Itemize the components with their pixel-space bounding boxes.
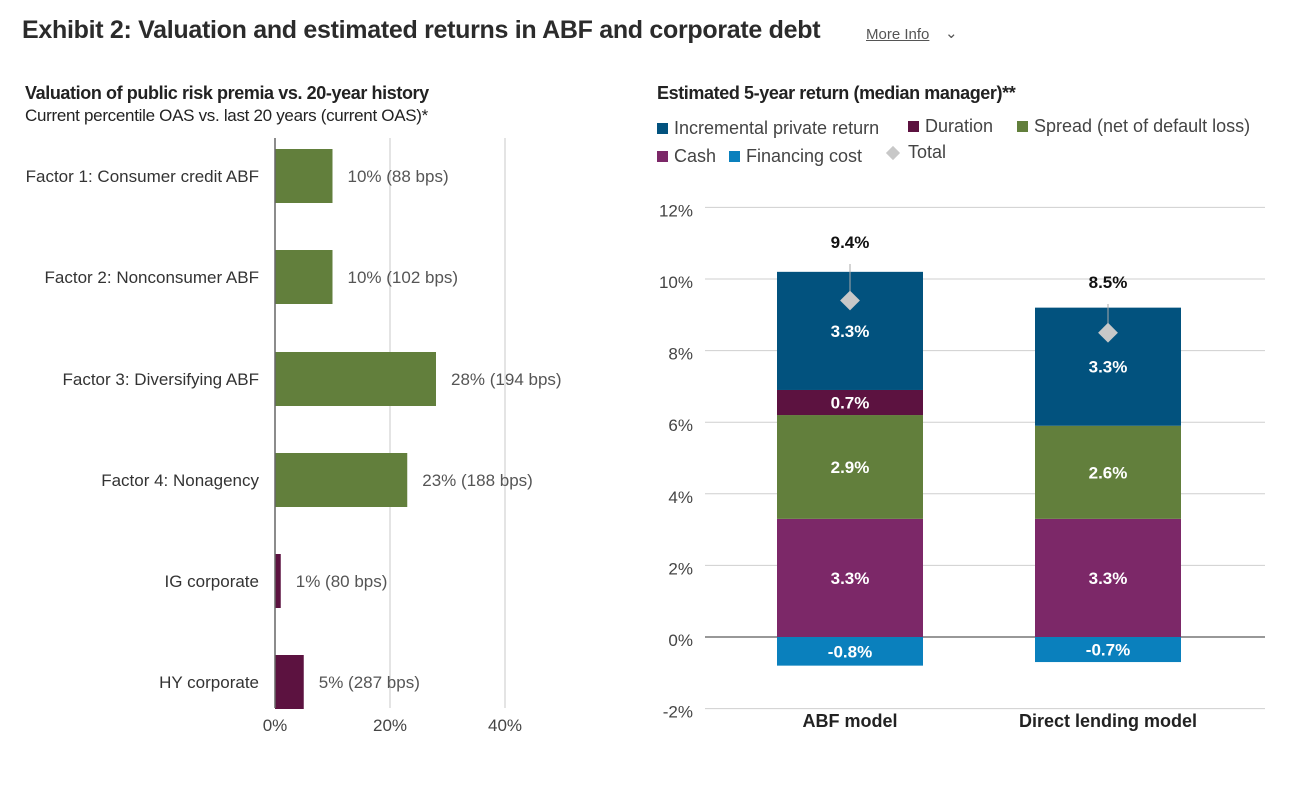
left-chart-title: Valuation of public risk premia vs. 20-y… xyxy=(25,83,429,103)
segment-label: 2.6% xyxy=(1089,463,1128,482)
x-tick-label: 20% xyxy=(373,716,407,735)
total-diamond-marker xyxy=(840,290,860,311)
legend-item-duration: Duration xyxy=(908,116,993,137)
segment-label: 3.3% xyxy=(1089,358,1128,377)
category-label: Direct lending model xyxy=(1019,711,1197,731)
data-label: 10% (88 bps) xyxy=(348,167,449,186)
legend-swatch xyxy=(1017,121,1028,132)
bar xyxy=(275,655,304,709)
legend-label: Total xyxy=(908,142,947,162)
segment-label: 3.3% xyxy=(1089,569,1128,588)
data-label: 10% (102 bps) xyxy=(348,268,459,287)
segment-label: 0.7% xyxy=(831,394,870,413)
bar xyxy=(275,453,408,507)
bar xyxy=(275,149,333,203)
legend-item-cash: Cash xyxy=(657,146,716,167)
legend-label: Spread (net of default loss) xyxy=(1034,116,1251,136)
stacked-segment xyxy=(777,415,923,519)
more-info-link[interactable]: More Info xyxy=(866,26,930,43)
stacked-segment xyxy=(1035,425,1181,519)
stacked-segment xyxy=(777,637,923,666)
category-label: IG corporate xyxy=(165,572,260,591)
right-chart-title: Estimated 5-year return (median manager)… xyxy=(657,83,1016,103)
y-tick-label: 0% xyxy=(668,631,693,650)
segment-label: -0.8% xyxy=(828,642,872,661)
segment-label: 2.9% xyxy=(831,458,870,477)
segment-label: -0.7% xyxy=(1086,641,1130,660)
segment-label: 3.3% xyxy=(831,322,870,341)
legend-swatch xyxy=(908,121,919,132)
stacked-segment xyxy=(1035,518,1181,637)
y-tick-label: 12% xyxy=(659,201,693,220)
data-label: 28% (194 bps) xyxy=(451,370,562,389)
category-label: ABF model xyxy=(802,711,897,731)
data-label: 5% (287 bps) xyxy=(319,673,420,692)
category-label: Factor 2: Nonconsumer ABF xyxy=(45,268,259,287)
legend-label: Incremental private return xyxy=(674,118,880,138)
total-label: 9.4% xyxy=(831,233,870,252)
total-diamond-marker xyxy=(1098,322,1118,343)
legend-label: Duration xyxy=(925,116,994,136)
category-label: HY corporate xyxy=(159,673,259,692)
y-tick-label: 10% xyxy=(659,273,693,292)
data-label: 23% (188 bps) xyxy=(422,471,533,490)
exhibit-title: Exhibit 2: Valuation and estimated retur… xyxy=(22,16,821,44)
legend-swatch xyxy=(657,123,668,134)
category-label: Factor 4: Nonagency xyxy=(101,471,259,490)
left-chart-subtitle: Current percentile OAS vs. last 20 years… xyxy=(25,106,428,125)
segment-label: 3.3% xyxy=(831,569,870,588)
legend-swatch xyxy=(729,151,740,162)
legend-swatch xyxy=(657,151,668,162)
legend-item-financing: Financing cost xyxy=(729,146,862,167)
category-label: Factor 3: Diversifying ABF xyxy=(62,370,259,389)
total-label: 8.5% xyxy=(1089,273,1128,292)
legend-item-total: Total xyxy=(885,142,947,163)
legend-item-incremental: Incremental private return xyxy=(657,118,879,139)
bar xyxy=(275,352,436,406)
stacked-segment xyxy=(777,518,923,637)
legend-item-spread: Spread (net of default loss) xyxy=(1017,116,1250,137)
stacked-segment xyxy=(1035,637,1181,663)
x-tick-label: 40% xyxy=(488,716,522,735)
data-label: 1% (80 bps) xyxy=(296,572,388,591)
chevron-down-icon[interactable]: ⌄ xyxy=(945,25,958,42)
bar xyxy=(275,250,333,304)
stacked-segment xyxy=(777,389,923,416)
category-label: Factor 1: Consumer credit ABF xyxy=(26,167,259,186)
y-tick-label: 2% xyxy=(668,559,693,578)
y-tick-label: -2% xyxy=(663,703,693,722)
legend-label: Cash xyxy=(674,146,717,166)
x-tick-label: 0% xyxy=(263,716,288,735)
y-tick-label: 4% xyxy=(668,488,693,507)
y-tick-label: 8% xyxy=(668,345,693,364)
bar xyxy=(275,554,281,608)
legend-label: Financing cost xyxy=(746,146,863,166)
y-tick-label: 6% xyxy=(668,416,693,435)
